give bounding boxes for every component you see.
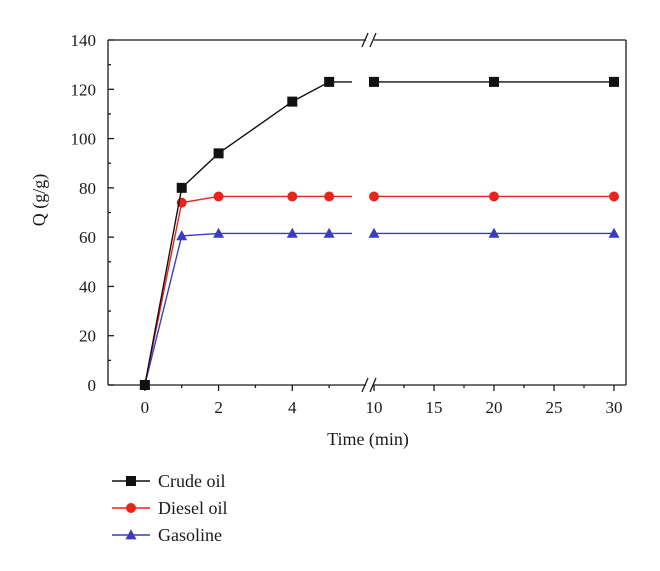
y-tick-label: 0 [88,376,97,395]
y-tick-label: 120 [71,80,97,99]
series-gasoline [139,227,620,390]
y-tick-label: 80 [79,179,96,198]
data-point-diesel-oil [609,191,619,202]
data-point-crude-oil [287,96,298,107]
data-point-gasoline [608,227,620,238]
y-tick-label: 20 [79,327,96,346]
series-crude-oil [139,76,619,390]
series-line-left-diesel-oil [144,195,352,386]
data-point-crude-oil [176,182,187,193]
data-point-crude-oil [369,76,379,87]
axis-break-mark-top-1 [361,32,369,48]
series-layer [139,76,620,390]
y-tick-label: 140 [71,31,97,50]
x-tick-label: 4 [288,398,297,417]
data-point-crude-oil [489,76,499,87]
legend-item-crude-oil: Crude oil [112,471,226,491]
x-tick-label: 15 [426,398,443,417]
data-point-diesel-oil [287,191,298,202]
x-tick-label: 20 [486,398,503,417]
data-point-gasoline [488,227,500,238]
data-point-gasoline [323,227,335,238]
series-diesel-oil [139,191,619,390]
data-point-diesel-oil [324,191,335,202]
legend-label-diesel-oil: Diesel oil [158,498,228,518]
y-tick-label: 40 [79,277,96,296]
x-tick-label: 25 [546,398,563,417]
data-point-gasoline [286,227,298,238]
axes: 0 20 40 60 80 100 120 140 0 2 4 10 15 20 25 30 [71,31,627,417]
y-tick-label: 100 [71,130,97,149]
data-point-gasoline [213,227,225,238]
data-point-gasoline [176,230,188,241]
data-point-crude-oil [324,76,335,87]
x-tick-label: 0 [141,398,150,417]
legend-label-gasoline: Gasoline [158,525,222,545]
legend: Crude oil Diesel oil Gasoline [112,471,228,545]
data-point-diesel-oil [489,191,499,202]
data-point-gasoline [368,227,380,238]
data-point-diesel-oil [369,191,379,202]
data-point-crude-oil [609,76,619,87]
x-axis-title: Time (min) [327,429,409,450]
axis-break-mark-bottom-1 [361,377,369,393]
legend-marker-diesel-oil [126,503,136,513]
x-tick-label: 2 [214,398,223,417]
y-tick-label: 60 [79,228,96,247]
legend-item-gasoline: Gasoline [112,525,222,545]
data-point-diesel-oil [213,191,224,202]
x-tick-label: 10 [366,398,383,417]
series-line-left-gasoline [144,232,352,386]
x-tick-label: 30 [606,398,623,417]
legend-label-crude-oil: Crude oil [158,471,226,491]
legend-marker-crude-oil [126,476,136,486]
axis-break-mark-top-2 [369,32,377,48]
legend-item-diesel-oil: Diesel oil [112,498,228,518]
data-point-crude-oil [139,380,150,390]
legend-marker-gasoline [125,529,137,540]
data-point-crude-oil [213,148,224,159]
y-axis-title: Q (g/g) [29,174,50,227]
axis-break-mark-bottom-2 [369,377,377,393]
